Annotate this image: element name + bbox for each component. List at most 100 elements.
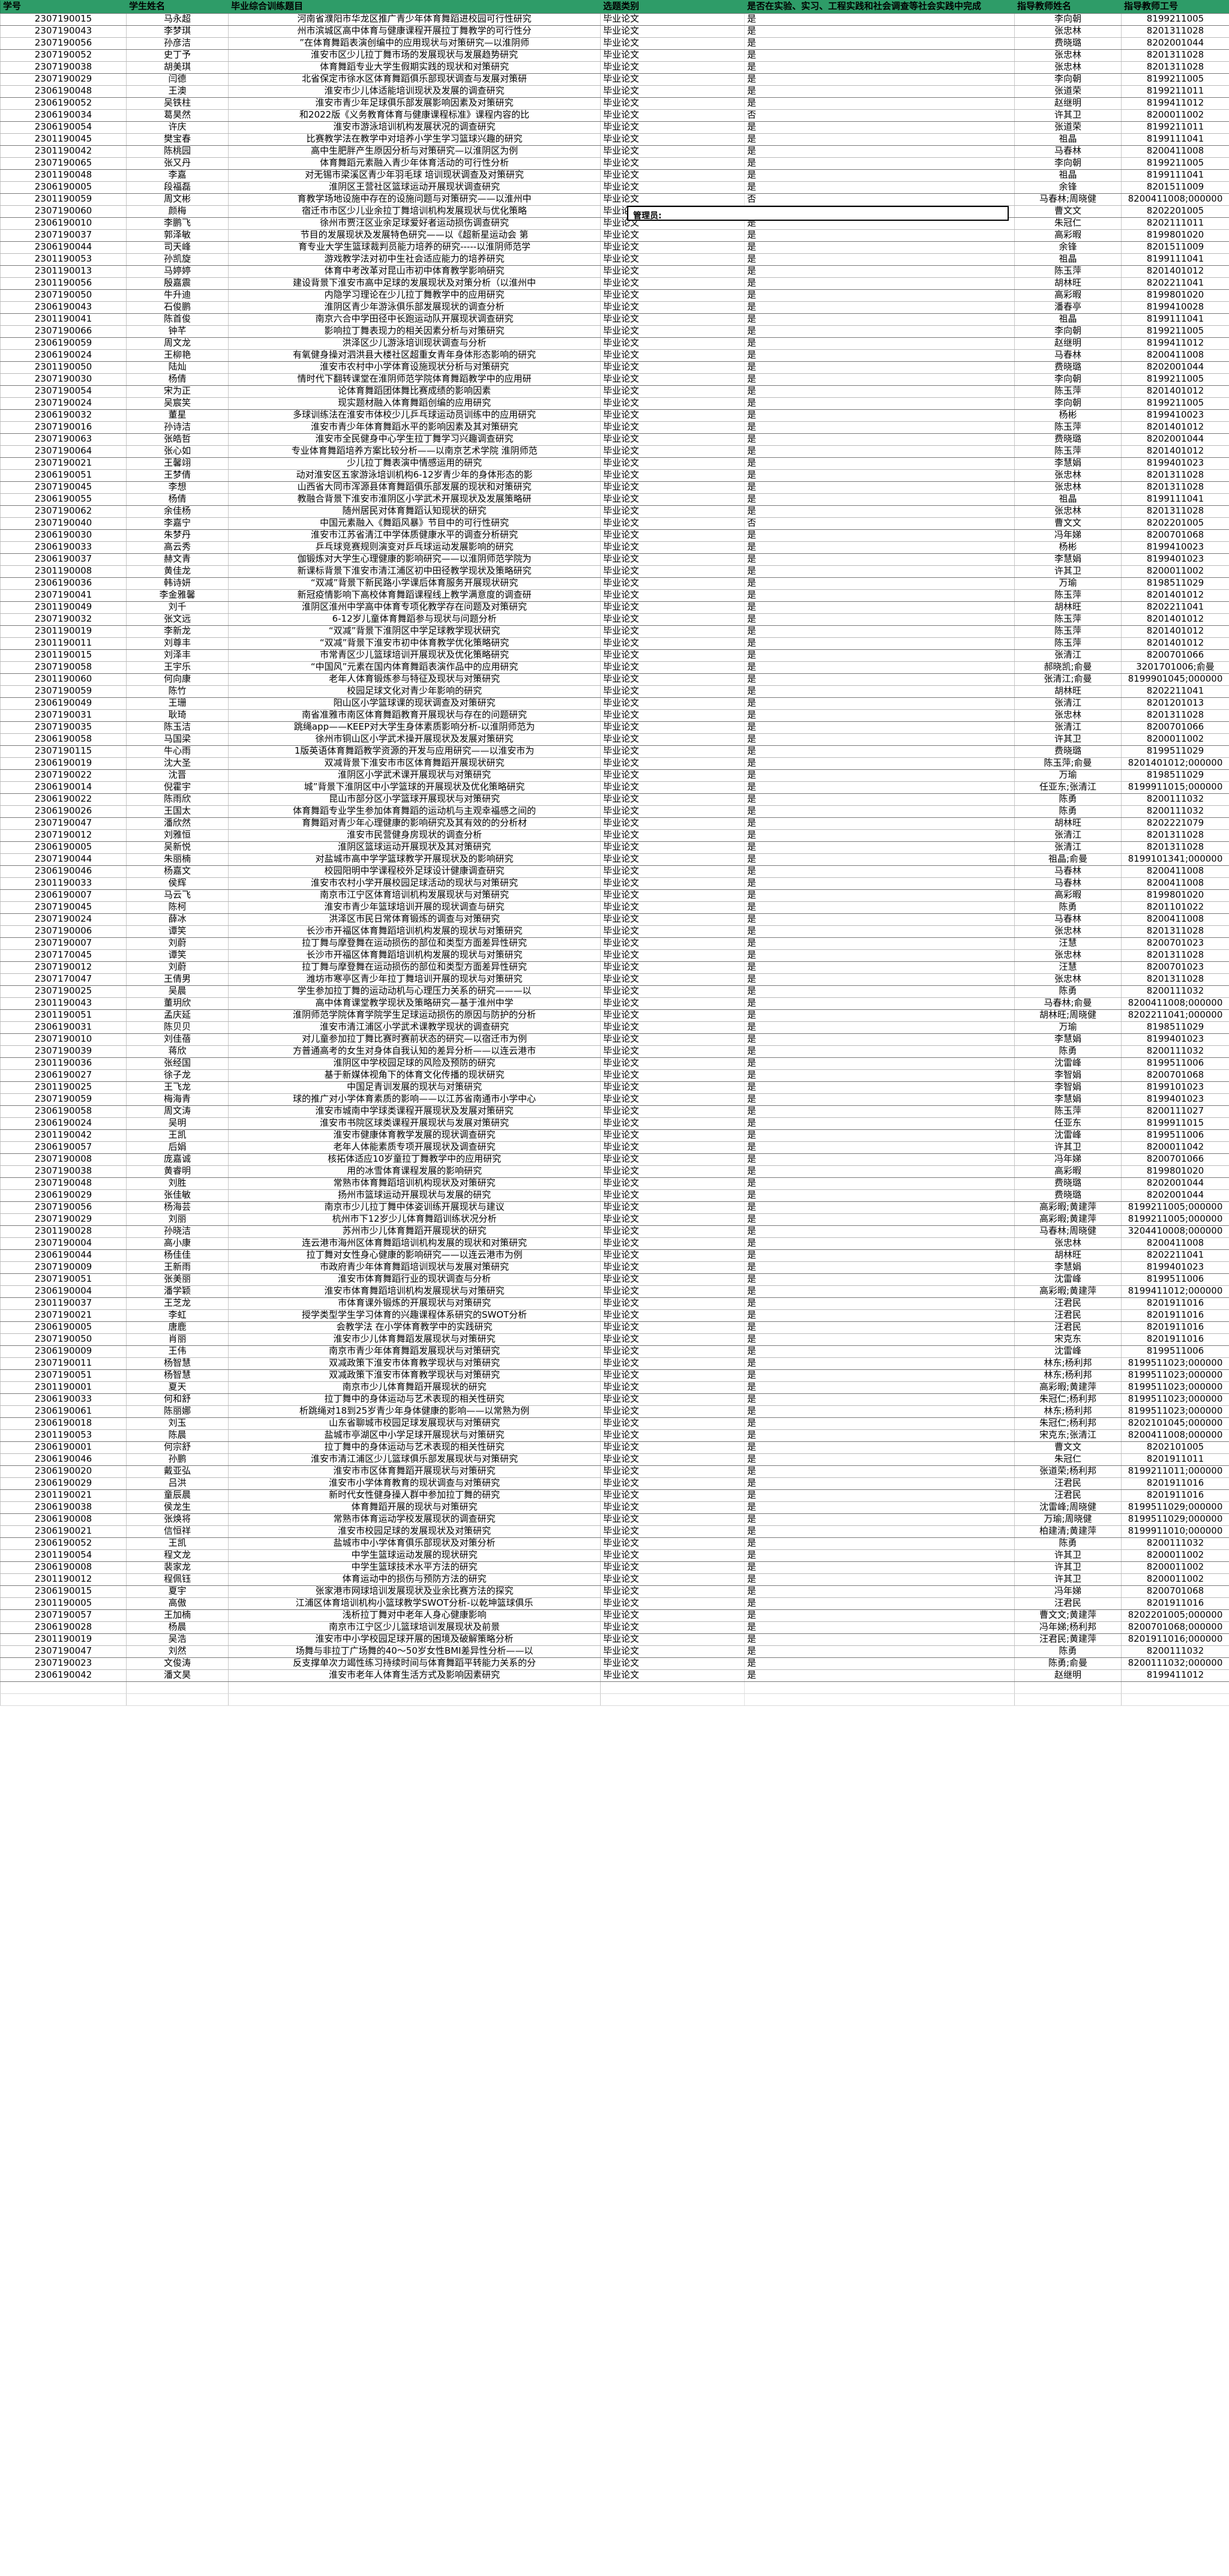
cell-student-name[interactable]: 牛心雨 [126, 745, 229, 758]
cell-topic-type[interactable]: 毕业论文 [600, 1165, 745, 1178]
cell-practice[interactable]: 是 [744, 1645, 1015, 1658]
cell-student-id[interactable]: 2307190032 [0, 613, 127, 626]
table-row[interactable]: 2307190025 吴晨 学生参加拉丁舞的运动动机与心理压力关系的研究———以 毕业… [0, 985, 1229, 998]
cell-student-name[interactable]: 王珊 [126, 697, 229, 710]
cell-advisor-name[interactable]: 潘春亭 [1014, 301, 1122, 314]
cell-practice[interactable]: 是 [744, 481, 1015, 494]
cell-student-name[interactable]: 吴浩 [126, 1633, 229, 1646]
table-row[interactable]: 2301190015 刘泽丰 市常青区少儿篮球培训开展现状及优化策略研究 毕业论文是张… [0, 649, 1229, 662]
cell-student-name[interactable]: 吴新悦 [126, 841, 229, 854]
cell-topic-type[interactable]: 毕业论文 [600, 49, 745, 62]
cell-thesis-title[interactable]: 淮安市青少年篮球培训开展的现状调查与研究 [228, 901, 601, 914]
cell-advisor-id[interactable]: 8199211005 [1121, 157, 1229, 170]
cell-student-id[interactable]: 2301190008 [0, 565, 127, 578]
cell-practice[interactable]: 是 [744, 1021, 1015, 1034]
cell-advisor-id[interactable]: 8199511023;000000 [1121, 1369, 1229, 1382]
cell-advisor-id[interactable]: 8202211041 [1121, 685, 1229, 698]
cell-student-id[interactable]: 2307190039 [0, 1045, 127, 1058]
cell-thesis-title[interactable]: 伽锻炼对大学生心理健康的影响研究——以淮阴师范学院为 [228, 553, 601, 566]
cell-practice[interactable]: 是 [744, 613, 1015, 626]
cell-topic-type[interactable]: 毕业论文 [600, 313, 745, 326]
cell-topic-type[interactable]: 毕业论文 [600, 133, 745, 146]
cell-advisor-id[interactable]: 8199511023;000000 [1121, 1357, 1229, 1370]
cell-thesis-title[interactable]: 市常青区少儿篮球培训开展现状及优化策略研究 [228, 649, 601, 662]
cell-topic-type[interactable]: 毕业论文 [600, 889, 745, 902]
table-row[interactable]: 2307190032 张文远 6-12岁儿童体育舞蹈参与现状与问题分析 毕业论文是陈玉… [0, 613, 1229, 626]
cell-student-id[interactable]: 2307190022 [0, 769, 127, 782]
cell-practice[interactable]: 是 [744, 673, 1015, 686]
cell-thesis-title[interactable]: 淮安市少儿体育舞蹈发展现状与对策研究 [228, 1333, 601, 1346]
cell-thesis-title[interactable]: 6-12岁儿童体育舞蹈参与现状与问题分析 [228, 613, 601, 626]
cell-topic-type[interactable]: 毕业论文 [600, 1081, 745, 1094]
cell-topic-type[interactable]: 毕业论文 [600, 1585, 745, 1598]
cell-thesis-title[interactable]: 校园阳明中学课程校外足球设计健康调查研究 [228, 865, 601, 878]
cell-topic-type[interactable]: 毕业论文 [600, 661, 745, 674]
table-row[interactable]: 2307190009 王新雨 市政府青少年体育舞蹈培训现状与发展对策研究 毕业论文是李… [0, 1261, 1229, 1274]
cell-advisor-name[interactable]: 沈雷峰 [1014, 1129, 1122, 1142]
cell-advisor-id[interactable]: 8199411012 [1121, 337, 1229, 350]
cell-student-name[interactable]: 董玥欣 [126, 997, 229, 1010]
cell-advisor-id[interactable]: 8202001044 [1121, 1177, 1229, 1190]
cell-topic-type[interactable]: 毕业论文 [600, 397, 745, 410]
cell-advisor-name[interactable]: 高彩暇;黄建萍 [1014, 1213, 1122, 1226]
cell-topic-type[interactable]: 毕业论文 [600, 1045, 745, 1058]
cell-student-name[interactable]: 王凯 [126, 1129, 229, 1142]
cell-advisor-name[interactable]: 李慧娟 [1014, 1093, 1122, 1106]
cell-student-name[interactable]: 殷嘉震 [126, 277, 229, 290]
cell-topic-type[interactable]: 毕业论文 [600, 637, 745, 650]
table-row[interactable]: 2306190057 后娟 老年人体能素质专项开展现状及调查研究 毕业论文是许其卫 82… [0, 1141, 1229, 1154]
cell-practice[interactable]: 是 [744, 25, 1015, 38]
cell-student-id[interactable]: 2307190056 [0, 1201, 127, 1214]
cell-topic-type[interactable]: 毕业论文 [600, 1513, 745, 1526]
cell-thesis-title[interactable]: 淮安市市区体育舞蹈开展现状与对策研究 [228, 1465, 601, 1478]
table-row[interactable]: 2301190012 程佩钰 体育运动中的损伤与预防方法的研究 毕业论文是许其卫 820… [0, 1573, 1229, 1586]
cell-thesis-title[interactable]: 现实题材融入体育舞蹈创编的应用研究 [228, 397, 601, 410]
table-row[interactable]: 2307190047 刘然 场舞与非拉丁广场舞的40～50岁女性BMI差异性分析——… [0, 1645, 1229, 1658]
cell-advisor-id[interactable]: 8200111032;000000 [1121, 1657, 1229, 1670]
table-row[interactable]: 2307190022 沈晋 淮阴区小学武术课开展现状与对策研究 毕业论文是万瑜 8198… [0, 769, 1229, 782]
cell-advisor-name[interactable]: 朱冠仁;杨利邦 [1014, 1417, 1122, 1430]
cell-practice[interactable]: 是 [744, 1573, 1015, 1586]
cell-student-name[interactable]: 李鹏飞 [126, 217, 229, 230]
cell-practice[interactable]: 是 [744, 1381, 1015, 1394]
cell-advisor-name[interactable]: 郝晓凯;俞曼 [1014, 661, 1122, 674]
table-row[interactable]: 2306190055 杨倩 教融合背景下淮安市淮阴区小学武术开展现状及发展策略研 毕业… [0, 493, 1229, 506]
cell-student-name[interactable]: 刘胜 [126, 1177, 229, 1190]
table-row[interactable]: 2306190029 张佳敏 扬州市篮球运动开展现状与发展的研究 毕业论文是费晓璐 82… [0, 1189, 1229, 1202]
table-row[interactable]: 2307190051 杨智慧 双减政策下淮安市体育教学现状与对策研究 毕业论文是林东;… [0, 1369, 1229, 1382]
table-row[interactable]: 2307170045 谭笑 长沙市开福区体育舞蹈培训机构发展的现状与对策研究 毕业论文… [0, 949, 1229, 962]
cell-advisor-name[interactable]: 杨彬 [1014, 541, 1122, 554]
cell-practice[interactable]: 是 [744, 337, 1015, 350]
table-row[interactable]: 2307190048 刘胜 常熟市体育舞蹈培训机构现状及对策研究 毕业论文是费晓璐 82… [0, 1177, 1229, 1190]
cell-student-id[interactable]: 2307170047 [0, 973, 127, 986]
cell-advisor-name[interactable]: 陈玉萍 [1014, 265, 1122, 278]
cell-advisor-name[interactable]: 李向朝 [1014, 325, 1122, 338]
cell-student-name[interactable]: 高小康 [126, 1237, 229, 1250]
cell-topic-type[interactable]: 毕业论文 [600, 541, 745, 554]
cell-advisor-name[interactable]: 张忠林 [1014, 1237, 1122, 1250]
cell-advisor-id[interactable]: 8199111041 [1121, 169, 1229, 182]
table-row[interactable]: 2306190024 王柳艳 有氧健身操对泗洪县大楼社区超重女青年身体形态影响的研究… [0, 349, 1229, 362]
cell-student-id[interactable]: 2306190033 [0, 541, 127, 554]
cell-practice[interactable]: 是 [744, 709, 1015, 722]
cell-student-id[interactable]: 2307190021 [0, 1309, 127, 1322]
cell-student-id[interactable]: 2306190019 [0, 757, 127, 770]
cell-practice[interactable]: 是 [744, 253, 1015, 266]
cell-thesis-title[interactable]: 南京六合中学田径中长跑运动队开展现状调查研究 [228, 313, 601, 326]
table-row[interactable]: 2301190053 孙凯旋 游戏教学法对初中生社会适应能力的培养研究 毕业论文是祖晶… [0, 253, 1229, 266]
cell-student-id[interactable]: 2306190036 [0, 577, 127, 590]
cell-practice[interactable]: 是 [744, 181, 1015, 194]
cell-advisor-name[interactable]: 李慧娟 [1014, 553, 1122, 566]
cell-advisor-id[interactable]: 8200411008 [1121, 877, 1229, 890]
cell-topic-type[interactable]: 毕业论文 [600, 1393, 745, 1406]
cell-practice[interactable]: 是 [744, 1441, 1015, 1454]
cell-thesis-title[interactable]: 拉丁舞对女性身心健康的影响研究——以连云港市为例 [228, 1249, 601, 1262]
table-row[interactable]: 2307190063 张皓哲 淮安市全民健身中心学生拉丁舞学习兴趣调查研究 毕业论文是… [0, 433, 1229, 446]
cell-thesis-title[interactable]: 影响拉丁舞表现力的相关因素分析与对策研究 [228, 325, 601, 338]
cell-student-name[interactable]: 张焕将 [126, 1513, 229, 1526]
cell-thesis-title[interactable]: 用的冰雪体育课程发展的影响研究 [228, 1165, 601, 1178]
cell-student-id[interactable]: 2301190045 [0, 133, 127, 146]
cell-student-id[interactable]: 2307190063 [0, 433, 127, 446]
cell-advisor-id[interactable]: 8199401023 [1121, 1033, 1229, 1046]
cell-advisor-id[interactable]: 8201311028 [1121, 841, 1229, 854]
